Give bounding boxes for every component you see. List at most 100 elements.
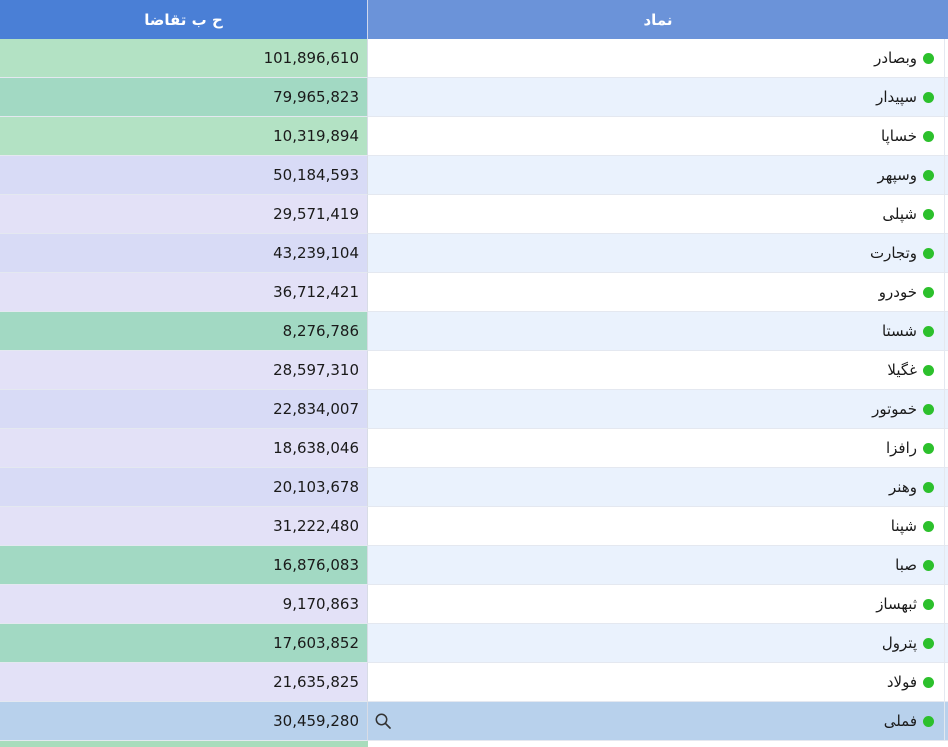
symbol-cell[interactable]: پترول	[368, 624, 944, 663]
symbol-cell[interactable]: فولاد	[368, 663, 944, 702]
status-dot-icon	[923, 247, 934, 259]
symbol-name[interactable]: وبصادر	[874, 49, 917, 67]
symbol-cell[interactable]: وتجارت	[368, 234, 944, 273]
symbol-name[interactable]: وتجارت	[869, 244, 917, 262]
demand-cell: 43,239,104	[0, 234, 368, 273]
symbol-name[interactable]: فملی	[883, 712, 917, 730]
row-edge	[944, 390, 948, 429]
symbol-name[interactable]: فولاد	[886, 673, 917, 691]
status-dot-icon	[923, 364, 934, 376]
row-edge	[944, 39, 948, 78]
table-row[interactable]: 10,319,894 خساپا	[0, 117, 948, 156]
search-icon[interactable]	[374, 712, 392, 730]
demand-cell: 29,571,419	[0, 195, 368, 234]
column-header-demand[interactable]: ح ب تقاضا	[0, 0, 368, 39]
symbol-cell[interactable]: صبا	[368, 546, 944, 585]
row-edge	[944, 702, 948, 741]
status-dot-icon	[923, 52, 934, 64]
table-row[interactable]: 43,239,104 وتجارت	[0, 234, 948, 273]
status-dot-icon	[923, 403, 934, 415]
demand-cell: 9,170,863	[0, 585, 368, 624]
demand-cell: 79,965,823	[0, 78, 368, 117]
row-edge	[944, 468, 948, 507]
status-dot-icon	[923, 520, 934, 532]
symbol-name[interactable]: رافزا	[885, 439, 917, 457]
table-row[interactable]: 22,834,007 خموتور	[0, 390, 948, 429]
demand-cell: 10,319,894	[0, 117, 368, 156]
row-edge	[944, 117, 948, 156]
table-row[interactable]: 20,103,678 وهنر	[0, 468, 948, 507]
row-edge	[944, 78, 948, 117]
symbol-name[interactable]: وهنر	[889, 478, 917, 496]
demand-cell: 28,597,310	[0, 351, 368, 390]
table-row[interactable]: 79,965,823 سپیدار	[0, 78, 948, 117]
table-row[interactable]: 101,896,610 وبصادر	[0, 39, 948, 78]
symbol-cell[interactable]: خموتور	[368, 390, 944, 429]
table-row[interactable]: 50,184,593 وسپهر	[0, 156, 948, 195]
symbol-name[interactable]: شستا	[881, 322, 917, 340]
symbol-name[interactable]: غگیلا	[887, 361, 917, 379]
symbol-cell[interactable]: شپنا	[368, 507, 944, 546]
row-edge	[944, 273, 948, 312]
table-row[interactable]: 18,638,046 رافزا	[0, 429, 948, 468]
symbol-cell[interactable]: غگیلا	[368, 351, 944, 390]
table-row[interactable]: 28,597,310 غگیلا	[0, 351, 948, 390]
status-dot-icon	[923, 130, 934, 142]
symbol-name[interactable]: شپلی	[882, 205, 917, 223]
symbol-cell[interactable]: رافزا	[368, 429, 944, 468]
row-edge	[944, 351, 948, 390]
demand-cell: 21,635,825	[0, 663, 368, 702]
symbol-name[interactable]: صبا	[895, 556, 917, 574]
symbol-cell[interactable]: خساپا	[368, 117, 944, 156]
symbol-cell[interactable]: سپیدار	[368, 78, 944, 117]
symbol-name[interactable]: شپنا	[890, 517, 917, 535]
grid-header: ح ب تقاضا نماد	[0, 0, 948, 39]
symbol-cell[interactable]: وسپهر	[368, 156, 944, 195]
column-header-symbol[interactable]: نماد	[368, 0, 948, 39]
symbol-cell[interactable]: وبصادر	[368, 39, 944, 78]
table-row[interactable]: 21,635,825 فولاد	[0, 663, 948, 702]
table-row[interactable]: 8,276,786 شستا	[0, 312, 948, 351]
table-row[interactable]: 36,712,421 خودرو	[0, 273, 948, 312]
demand-cell: 101,896,610	[0, 39, 368, 78]
demand-cell: 30,459,280	[0, 702, 368, 741]
demand-cell: 36,712,421	[0, 273, 368, 312]
demand-cell: 31,222,480	[0, 507, 368, 546]
symbol-name[interactable]: سپیدار	[876, 88, 917, 106]
table-row[interactable]: 17,603,852 پترول	[0, 624, 948, 663]
next-row-partial	[0, 741, 368, 747]
row-edge	[944, 585, 948, 624]
status-dot-icon	[923, 598, 934, 610]
symbol-cell[interactable]: فملی	[368, 702, 944, 741]
symbol-name[interactable]: خودرو	[878, 283, 917, 301]
symbol-name[interactable]: خموتور	[872, 400, 917, 418]
symbol-cell[interactable]: ثبهساز	[368, 585, 944, 624]
symbol-name[interactable]: خساپا	[881, 127, 917, 145]
table-row[interactable]: 9,170,863 ثبهساز	[0, 585, 948, 624]
row-edge	[944, 624, 948, 663]
symbol-cell[interactable]: وهنر	[368, 468, 944, 507]
row-edge	[944, 507, 948, 546]
demand-cell: 20,103,678	[0, 468, 368, 507]
table-row[interactable]: 29,571,419 شپلی	[0, 195, 948, 234]
symbol-cell[interactable]: شپلی	[368, 195, 944, 234]
symbol-name[interactable]: ثبهساز	[876, 595, 917, 613]
demand-cell: 16,876,083	[0, 546, 368, 585]
symbol-cell[interactable]: شستا	[368, 312, 944, 351]
symbol-cell[interactable]: خودرو	[368, 273, 944, 312]
row-edge	[944, 312, 948, 351]
row-edge	[944, 429, 948, 468]
demand-cell: 8,276,786	[0, 312, 368, 351]
table-row[interactable]: 30,459,280 فملی	[0, 702, 948, 741]
status-dot-icon	[923, 676, 934, 688]
status-dot-icon	[923, 325, 934, 337]
symbol-name[interactable]: پترول	[881, 634, 917, 652]
status-dot-icon	[923, 481, 934, 493]
table-row[interactable]: 31,222,480 شپنا	[0, 507, 948, 546]
row-edge	[944, 195, 948, 234]
status-dot-icon	[923, 559, 934, 571]
table-row[interactable]: 16,876,083 صبا	[0, 546, 948, 585]
demand-cell: 18,638,046	[0, 429, 368, 468]
symbol-name[interactable]: وسپهر	[877, 166, 917, 184]
